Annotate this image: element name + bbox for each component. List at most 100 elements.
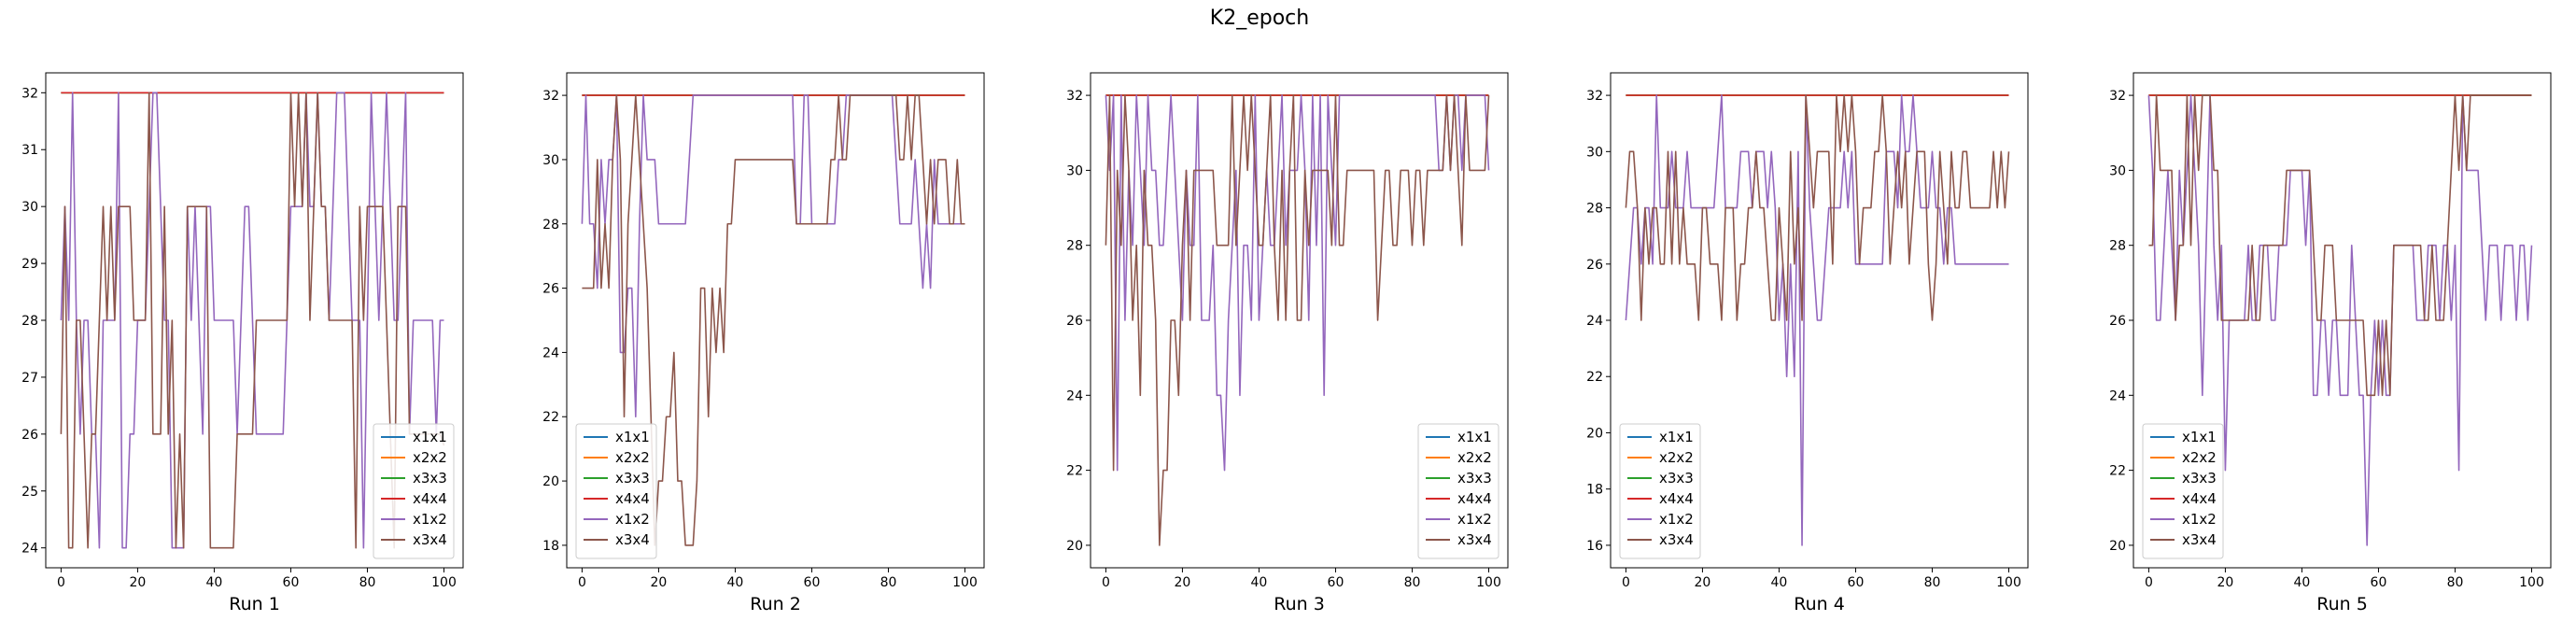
legend-label: x3x3: [1659, 470, 1694, 487]
legend-label: x1x2: [615, 511, 650, 528]
y-tick-label: 24: [542, 346, 559, 360]
x-tick-label: 20: [651, 575, 668, 590]
legend-label: x3x4: [413, 531, 447, 548]
series-line-x3x4: [582, 94, 965, 546]
series-line-x1x2: [60, 92, 444, 549]
legend-label: x1x1: [1659, 429, 1694, 445]
y-tick-label: 20: [542, 474, 559, 489]
x-tick-label: 0: [2145, 575, 2153, 590]
y-tick-label: 22: [542, 410, 559, 425]
y-tick-label: 26: [1066, 314, 1083, 329]
x-tick-label: 20: [1695, 575, 1711, 590]
legend-label: x1x1: [413, 429, 447, 445]
series-group: [2147, 94, 2533, 546]
series-line-x3x4: [1625, 94, 2010, 321]
x-tick-label: 0: [578, 575, 586, 590]
y-tick-label: 28: [2109, 239, 2126, 254]
y-tick-label: 30: [2109, 163, 2126, 178]
y-tick-label: 28: [1586, 202, 1603, 217]
series-line-x1x2: [1105, 94, 1490, 472]
x-tick-label: 100: [1996, 575, 2021, 590]
y-tick-label: 24: [2109, 388, 2126, 403]
legend-label: x3x3: [1457, 470, 1492, 487]
y-tick-label: 30: [21, 200, 38, 215]
legend-label: x2x2: [1457, 449, 1492, 466]
legend-label: x3x3: [2182, 470, 2217, 487]
subplot-2: 0 20 40 60 80 100 18 20 22 24 26 28 30 32 Run 2 x1x1 x2x…: [542, 72, 985, 614]
y-tick-label: 32: [1066, 89, 1083, 104]
y-tick-label: 22: [1066, 464, 1083, 479]
legend-label: x1x2: [2182, 511, 2217, 528]
y-tick-label: 31: [21, 143, 38, 158]
series-group: [1625, 94, 2010, 546]
series-line-x3x4: [60, 92, 445, 549]
legend: x1x1 x2x2 x3x3 x4x4 x1x2 x3x4: [1417, 423, 1499, 559]
legend-label: x2x2: [615, 449, 650, 466]
legend-label: x1x1: [615, 429, 650, 445]
y-tick-label: 32: [542, 89, 559, 104]
y-tick-label: 22: [2109, 464, 2126, 479]
x-tick-label: 60: [1848, 575, 1865, 590]
x-axis-label: Run 2: [750, 594, 801, 614]
legend-label: x3x4: [2182, 531, 2217, 548]
x-tick-label: 60: [2371, 575, 2387, 590]
x-tick-label: 0: [1102, 575, 1110, 590]
y-tick-label: 32: [1586, 89, 1603, 104]
legend-label: x3x3: [615, 470, 650, 487]
x-tick-label: 80: [1404, 575, 1421, 590]
x-axis-label: Run 5: [2316, 594, 2368, 614]
y-tick-label: 26: [2109, 314, 2126, 329]
y-tick-label: 20: [2109, 539, 2126, 554]
y-tick-label: 29: [21, 257, 38, 272]
y-tick-label: 22: [1586, 370, 1603, 385]
legend-label: x4x4: [1659, 490, 1694, 507]
plot-area: [566, 72, 985, 569]
legend-label: x2x2: [1659, 449, 1694, 466]
series-line-x3x4: [2148, 94, 2532, 397]
y-tick-label: 20: [1586, 426, 1603, 441]
y-tick-label: 28: [542, 218, 559, 233]
x-tick-label: 40: [1771, 575, 1788, 590]
series-line-x1x2: [1625, 94, 2009, 546]
y-tick-label: 26: [21, 428, 38, 443]
x-tick-label: 100: [1476, 575, 1501, 590]
y-tick-label: 18: [542, 539, 559, 554]
figure-title: K2_epoch: [1210, 7, 1309, 30]
y-tick-label: 26: [1586, 258, 1603, 273]
y-tick-label: 28: [1066, 239, 1083, 254]
x-tick-label: 20: [130, 575, 147, 590]
legend: x1x1 x2x2 x3x3 x4x4 x1x2 x3x4: [575, 423, 657, 559]
plot-area: [2133, 72, 2552, 569]
x-tick-label: 20: [1175, 575, 1191, 590]
y-tick-label: 32: [2109, 89, 2126, 104]
legend-label: x4x4: [413, 490, 447, 507]
x-tick-label: 40: [1251, 575, 1268, 590]
legend-label: x3x4: [1659, 531, 1694, 548]
legend-label: x1x1: [1457, 429, 1492, 445]
legend-label: x4x4: [615, 490, 650, 507]
y-tick-label: 30: [1586, 145, 1603, 160]
y-tick-label: 24: [1586, 314, 1603, 329]
y-tick-label: 28: [21, 314, 38, 329]
x-tick-label: 0: [57, 575, 65, 590]
series-group: [1105, 94, 1490, 546]
series-group: [581, 94, 965, 546]
x-tick-label: 40: [727, 575, 744, 590]
y-tick-label: 30: [542, 153, 559, 168]
x-tick-label: 40: [2294, 575, 2311, 590]
x-axis-label: Run 3: [1274, 594, 1325, 614]
legend-label: x1x2: [1457, 511, 1492, 528]
y-tick-label: 24: [1066, 388, 1083, 403]
y-tick-label: 32: [21, 86, 38, 101]
x-tick-label: 40: [206, 575, 223, 590]
legend-label: x1x1: [2182, 429, 2217, 445]
x-tick-label: 100: [2519, 575, 2544, 590]
x-tick-label: 60: [283, 575, 300, 590]
series-line-x1x2: [2147, 94, 2533, 546]
legend-label: x1x2: [1659, 511, 1694, 528]
legend-label: x3x4: [615, 531, 650, 548]
